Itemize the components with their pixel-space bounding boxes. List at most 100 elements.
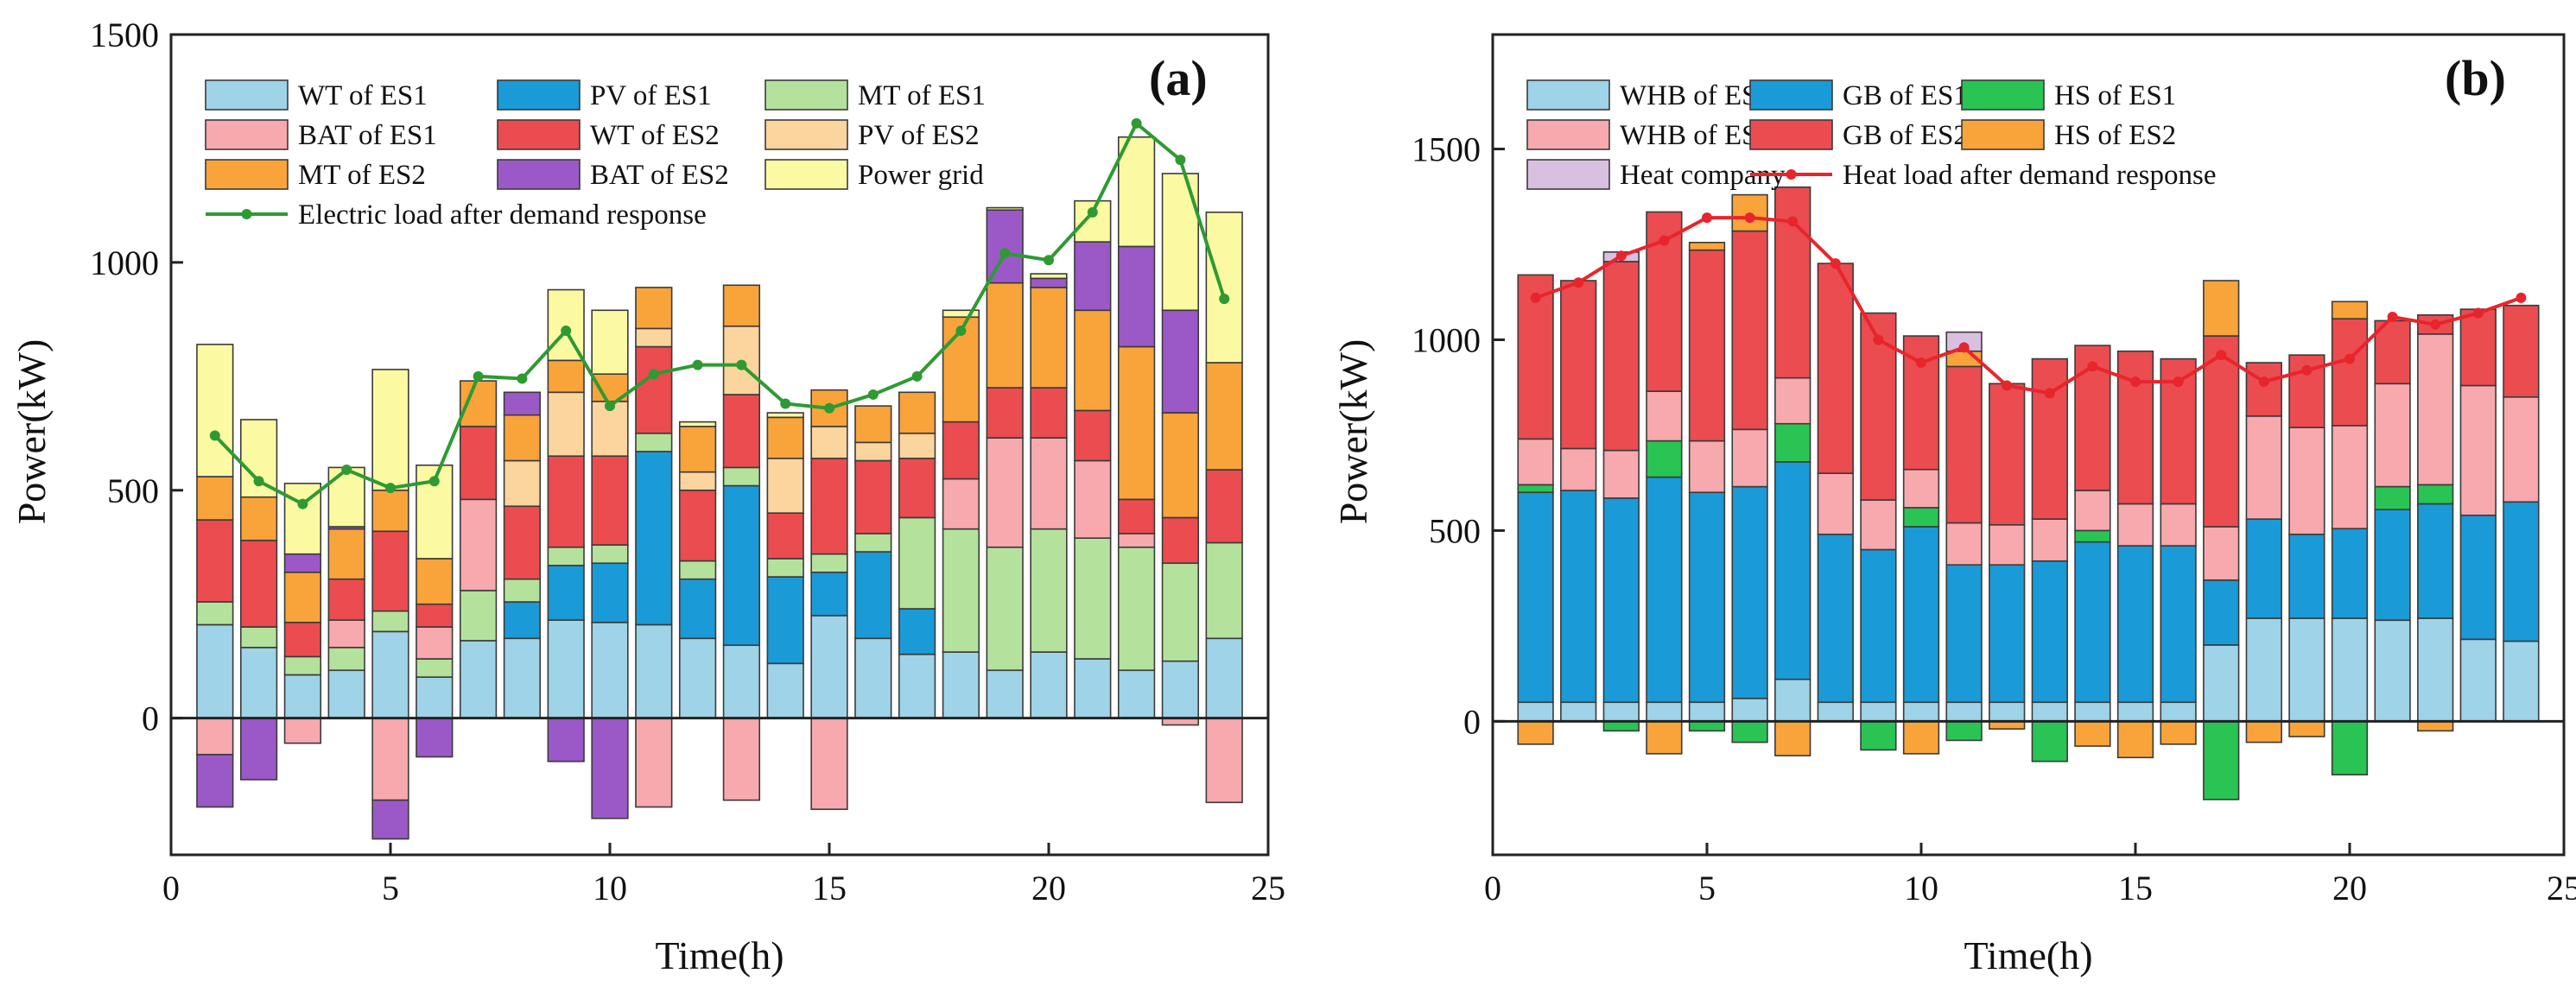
line-a [209, 117, 1230, 509]
bar-pv-of-es1-t11 [635, 451, 673, 626]
bar-gb-of-es1-t20 [2331, 528, 2369, 619]
bar-wt-of-es1-t22 [1117, 669, 1156, 719]
bar-whb-of-es2-t24 [2503, 395, 2540, 503]
line-point-t12 [692, 359, 703, 370]
bar-hs-of-es1-t14 [2074, 529, 2111, 543]
line-point-t16 [2173, 376, 2184, 388]
line-point-t19 [2301, 364, 2313, 376]
bar-hs-of-es1-t10 [1902, 507, 1940, 528]
bar-whb-of-es1-t15 [2116, 701, 2154, 723]
bar-mt-of-es2-t20 [1030, 287, 1068, 389]
y-tick-label: 0 [142, 699, 159, 738]
bar-wt-of-es1-t18 [942, 651, 980, 719]
bar-mt-of-es1-t22 [1117, 546, 1156, 672]
bar-gb-of-es1-t9 [1860, 548, 1897, 704]
bar-bat-of-es1-t7 [459, 498, 498, 591]
bar-whb-of-es2-t10 [1902, 468, 1940, 509]
bar-whb-of-es2-t13 [2031, 518, 2068, 562]
bar-whb-of-es1-t12 [1989, 701, 2026, 723]
line-point-t22 [1131, 117, 1142, 129]
bar-pv-of-es1-t12 [678, 578, 717, 640]
bar-bat-of-es1-t15 [810, 717, 848, 811]
bar-whb-of-es1-t22 [2417, 617, 2454, 723]
bar-bat-of-es1-t11 [635, 717, 673, 808]
y-tick-label: 1000 [1412, 320, 1481, 359]
bar-wt-of-es2-t8 [503, 505, 542, 580]
legend-swatch [765, 159, 848, 190]
bar-whb-of-es1-t16 [2160, 701, 2197, 723]
legend-swatch [497, 119, 581, 150]
line-point-t8 [1830, 258, 1841, 269]
legend-label: HS of ES2 [2054, 120, 2176, 151]
bar-gb-of-es1-t16 [2160, 545, 2197, 704]
bar-whb-of-es2-t2 [1560, 447, 1597, 491]
legend-swatch [1526, 79, 1610, 111]
bar-wt-of-es2-t19 [986, 387, 1024, 439]
bar-gb-of-es1-t4 [1646, 476, 1683, 704]
bar-hs-of-es1-t3 [1602, 720, 1640, 732]
line-point-t2 [1573, 277, 1584, 288]
bar-hs-of-es1-t9 [1860, 720, 1897, 751]
bar-mt-of-es1-t3 [283, 655, 322, 676]
bar-mt-of-es1-t13 [722, 466, 761, 487]
bar-bat-of-es1-t18 [942, 478, 980, 530]
line-point-t18 [955, 326, 967, 337]
bar-mt-of-es2-t21 [1074, 309, 1112, 412]
bar-whb-of-es1-t17 [2203, 644, 2240, 723]
bar-hs-of-es1-t11 [1945, 720, 1983, 742]
bar-gb-of-es2-t6 [1731, 230, 1768, 431]
bar-mt-of-es2-t11 [635, 287, 673, 330]
bar-mt-of-es1-t8 [503, 578, 542, 603]
bar-whb-of-es2-t15 [2116, 503, 2154, 547]
bar-gb-of-es2-t23 [2459, 308, 2497, 387]
bar-mt-of-es1-t15 [810, 553, 848, 573]
bar-whb-of-es1-t11 [1945, 701, 1983, 723]
line-point-t16 [867, 389, 879, 400]
bar-mt-of-es1-t14 [766, 558, 804, 578]
bar-whb-of-es2-t7 [1774, 376, 1811, 425]
line-point-t19 [999, 248, 1011, 259]
line-point-t11 [1958, 342, 1970, 353]
bar-hs-of-es2-t14 [2074, 720, 2111, 747]
line-point-t14 [780, 398, 791, 409]
bar-gb-of-es1-t21 [2374, 509, 2411, 622]
bar-mt-of-es1-t23 [1161, 562, 1200, 662]
bar-gb-of-es1-t13 [2031, 560, 2068, 704]
series-line-heat-load-after-demand-response [1534, 216, 2522, 395]
bar-power-grid-t22 [1117, 136, 1156, 248]
bar-wt-of-es1-t23 [1161, 660, 1200, 719]
bar-mt-of-es2-t3 [283, 571, 322, 623]
bar-wt-of-es1-t13 [722, 644, 761, 719]
bar-whb-of-es2-t18 [2245, 415, 2282, 520]
bar-mt-of-es2-t8 [503, 414, 542, 462]
y-tick-label: 1000 [90, 244, 159, 282]
legend-label: HS of ES1 [2054, 80, 2176, 111]
bar-wt-of-es2-t6 [416, 603, 454, 628]
line-point-t7 [1787, 216, 1799, 227]
bar-whb-of-es2-t9 [1860, 499, 1897, 551]
bar-whb-of-es2-t5 [1688, 440, 1726, 494]
bar-power-grid-t24 [1205, 212, 1243, 364]
bar-mt-of-es2-t6 [416, 558, 454, 605]
bar-whb-of-es2-t4 [1646, 390, 1683, 442]
bar-gb-of-es2-t2 [1560, 280, 1597, 450]
line-point-t8 [517, 373, 528, 384]
bar-wt-of-es2-t15 [810, 458, 848, 555]
bar-whb-of-es1-t3 [1602, 701, 1640, 723]
bar-gb-of-es2-t21 [2374, 319, 2411, 385]
y-tick-label: 1500 [90, 16, 159, 54]
bar-hs-of-es1-t4 [1646, 440, 1683, 478]
bar-pv-of-es1-t8 [503, 601, 542, 640]
bar-whb-of-es1-t21 [2374, 619, 2411, 723]
bar-wt-of-es1-t4 [327, 669, 365, 719]
bar-bat-of-es2-t23 [1161, 309, 1200, 414]
bar-hs-of-es2-t18 [2245, 720, 2282, 743]
bar-gb-of-es1-t14 [2074, 541, 2111, 704]
legend-label: MT of ES1 [858, 80, 986, 111]
bar-wt-of-es2-t23 [1161, 516, 1200, 565]
legend-swatch [205, 79, 289, 111]
bar-wt-of-es1-t8 [503, 637, 542, 719]
bar-pv-of-es2-t15 [810, 426, 848, 459]
line-point-t21 [1087, 206, 1098, 218]
bar-bat-of-es1-t24 [1205, 717, 1243, 804]
